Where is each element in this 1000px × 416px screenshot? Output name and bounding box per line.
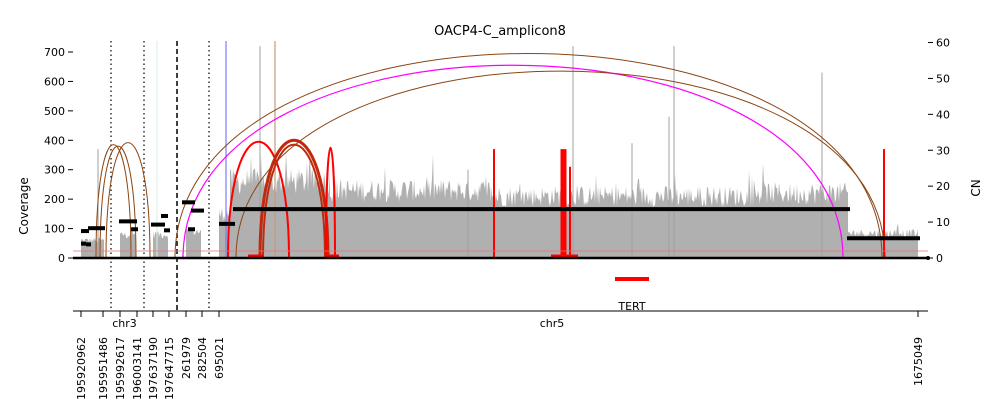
right-tick-label-5: 50 — [936, 72, 950, 85]
right-tick-label-2: 20 — [936, 180, 950, 193]
right-tick-label-4: 40 — [936, 108, 950, 121]
left-tick-label-1: 100 — [44, 223, 65, 236]
left-y-axis: 0 100 200 300 400 500 600 700 — [44, 46, 73, 265]
breakpoint-arc-8 — [262, 143, 326, 259]
breakpoint-arc-7 — [258, 138, 330, 259]
chromosome-label-0: chr3 — [112, 317, 137, 330]
coverage-block-1 — [120, 227, 136, 258]
right-tick-label-6: 60 — [936, 37, 950, 50]
gene-track: TERT — [615, 277, 649, 313]
right-y-axis: 0 10 20 30 40 50 60 — [928, 37, 950, 265]
breakpoint-arc-1 — [99, 145, 137, 259]
breakpoint-arc-4 — [182, 64, 844, 259]
breakpoint-arcs — [95, 52, 886, 259]
breakpoint-arc-6 — [227, 140, 290, 259]
left-tick-label-5: 500 — [44, 105, 65, 118]
left-tick-label-0: 0 — [58, 252, 65, 265]
left-tick-label-7: 700 — [44, 46, 65, 59]
coverage-block-5 — [230, 153, 330, 258]
left-tick-label-2: 200 — [44, 193, 65, 206]
left-tick-label-3: 300 — [44, 164, 65, 177]
position-label-8: 695021 — [213, 337, 226, 379]
right-tick-label-3: 30 — [936, 144, 950, 157]
coverage-block-3 — [186, 227, 201, 258]
breakpoint-arc-0 — [95, 144, 132, 259]
position-labels: 195920962 195951486 195992617 196003141 1976… — [75, 311, 925, 400]
position-label-1: 195951486 — [97, 337, 110, 400]
chart-title: OACP4-C_amplicon8 — [434, 24, 566, 39]
breakpoint-arc-2 — [105, 142, 151, 259]
right-y-axis-label: CN — [969, 179, 983, 196]
right-tick-label-1: 10 — [936, 216, 950, 229]
chromosome-label-1: chr5 — [540, 317, 565, 330]
left-tick-label-6: 600 — [44, 75, 65, 88]
copy-number-segments — [81, 200, 920, 247]
chromosome-labels: chr3 chr5 — [112, 317, 564, 330]
position-label-0: 195920962 — [75, 337, 88, 400]
position-label-7: 282504 — [196, 337, 209, 379]
coverage-spikes — [97, 41, 823, 258]
left-y-axis-label: Coverage — [17, 177, 31, 235]
coverage-block-6 — [330, 154, 490, 258]
breakpoint-arc-3 — [174, 52, 883, 259]
position-label-6: 261979 — [180, 337, 193, 379]
left-tick-label-4: 400 — [44, 134, 65, 147]
coverage-block-2 — [153, 230, 168, 258]
position-label-4: 197637190 — [147, 337, 160, 400]
coverage-block-7 — [490, 170, 760, 258]
position-label-5: 197647715 — [163, 337, 176, 400]
right-tick-label-0: 0 — [936, 252, 943, 265]
position-label-3: 196003141 — [131, 337, 144, 400]
gene-label-0: TERT — [617, 300, 646, 313]
coverage-area — [81, 153, 918, 258]
position-label-9: 1675049 — [912, 337, 925, 386]
position-label-2: 195992617 — [114, 337, 127, 400]
